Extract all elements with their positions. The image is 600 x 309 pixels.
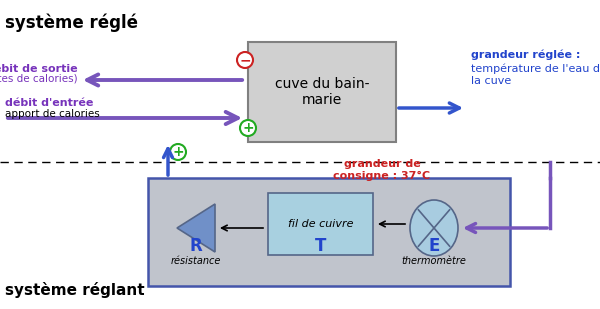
Ellipse shape <box>410 200 458 256</box>
Text: résistance: résistance <box>171 256 221 266</box>
Text: T: T <box>315 237 326 255</box>
Text: grandeur de
consigne : 37°C: grandeur de consigne : 37°C <box>334 159 431 181</box>
Text: +: + <box>242 121 254 135</box>
Text: E: E <box>428 237 440 255</box>
Polygon shape <box>177 204 215 252</box>
Text: apport de calories: apport de calories <box>5 109 100 119</box>
Circle shape <box>240 120 256 136</box>
Text: fil de cuivre: fil de cuivre <box>288 219 353 229</box>
Text: thermomètre: thermomètre <box>401 256 466 266</box>
Text: débit de sortie: débit de sortie <box>0 64 78 74</box>
Text: système réglé: système réglé <box>5 14 138 32</box>
Circle shape <box>170 144 186 160</box>
Text: −: − <box>239 53 251 67</box>
Bar <box>268 193 373 255</box>
Circle shape <box>237 52 253 68</box>
Text: +: + <box>172 145 184 159</box>
Text: température de l'eau de
la cuve: température de l'eau de la cuve <box>471 64 600 86</box>
Bar <box>148 178 510 286</box>
Text: R: R <box>190 237 202 255</box>
Text: débit d'entrée: débit d'entrée <box>5 98 94 108</box>
Text: système réglant: système réglant <box>5 282 145 298</box>
Text: grandeur réglée :: grandeur réglée : <box>471 50 580 61</box>
Bar <box>248 42 396 142</box>
Text: (pertes de calories): (pertes de calories) <box>0 74 78 84</box>
Text: cuve du bain-
marie: cuve du bain- marie <box>275 77 369 107</box>
